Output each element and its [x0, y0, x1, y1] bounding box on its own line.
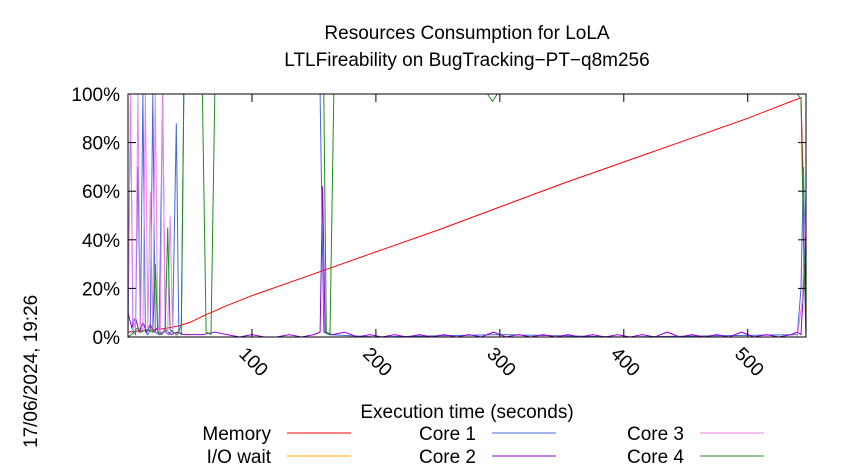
legend-label-memory: Memory [202, 424, 271, 445]
x-tick-label: 500 [730, 344, 767, 381]
legend-label-core-3: Core 3 [627, 424, 684, 445]
x-tick-label: 400 [606, 344, 643, 381]
legend-label-core-4: Core 4 [627, 447, 684, 468]
y-tick-label: 0% [93, 328, 121, 349]
legend-label-core-2: Core 2 [419, 447, 476, 468]
x-axis: 100 200 300 400 500 [234, 94, 767, 381]
y-tick-label: 20% [82, 279, 120, 300]
chart-subtitle: LTLFireability on BugTracking−PT−q8m256 [284, 50, 649, 71]
y-tick-label: 60% [82, 182, 120, 203]
timestamp: 17/06/2024, 19:26 [21, 295, 42, 448]
y-axis: 0% 20% 40% 60% 80% 100% [71, 85, 806, 349]
y-tick-label: 40% [82, 231, 120, 252]
series-line-memory [127, 96, 807, 338]
plot-area [127, 93, 807, 338]
plot-frame [127, 93, 807, 338]
legend-label-core-1: Core 1 [419, 424, 476, 445]
legend-label-i-o-wait: I/O wait [207, 447, 272, 468]
x-tick-label: 200 [358, 344, 395, 381]
series-line-core-3 [127, 93, 807, 338]
series-line-core-1 [127, 93, 807, 338]
y-tick-label: 80% [82, 134, 120, 155]
y-tick-label: 100% [71, 85, 120, 106]
x-tick-label: 100 [234, 344, 271, 381]
series-line-core-4 [127, 93, 807, 338]
x-axis-label: Execution time (seconds) [360, 402, 573, 423]
chart-title: Resources Consumption for LoLA [324, 23, 609, 44]
x-tick-label: 300 [482, 344, 519, 381]
series-line-core-2 [127, 186, 807, 338]
